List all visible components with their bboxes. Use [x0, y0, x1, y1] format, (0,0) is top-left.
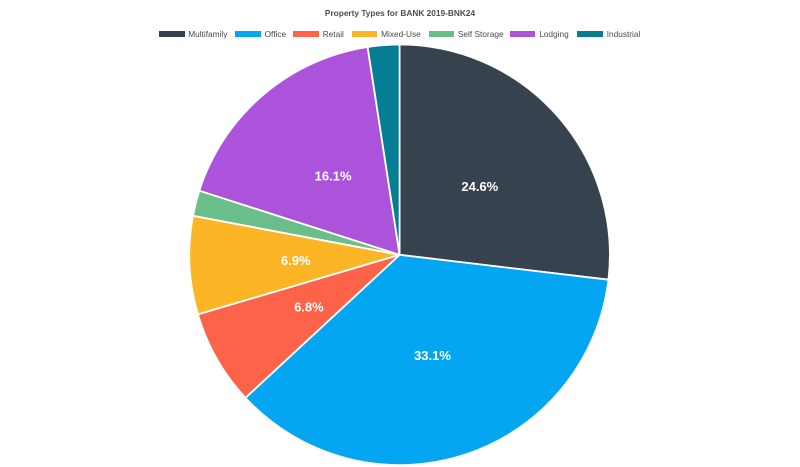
svg-text:6.9%: 6.9%	[281, 253, 311, 268]
svg-text:24.6%: 24.6%	[461, 179, 498, 194]
svg-text:6.8%: 6.8%	[294, 299, 324, 314]
svg-text:16.1%: 16.1%	[315, 169, 352, 184]
svg-text:33.1%: 33.1%	[414, 348, 451, 363]
